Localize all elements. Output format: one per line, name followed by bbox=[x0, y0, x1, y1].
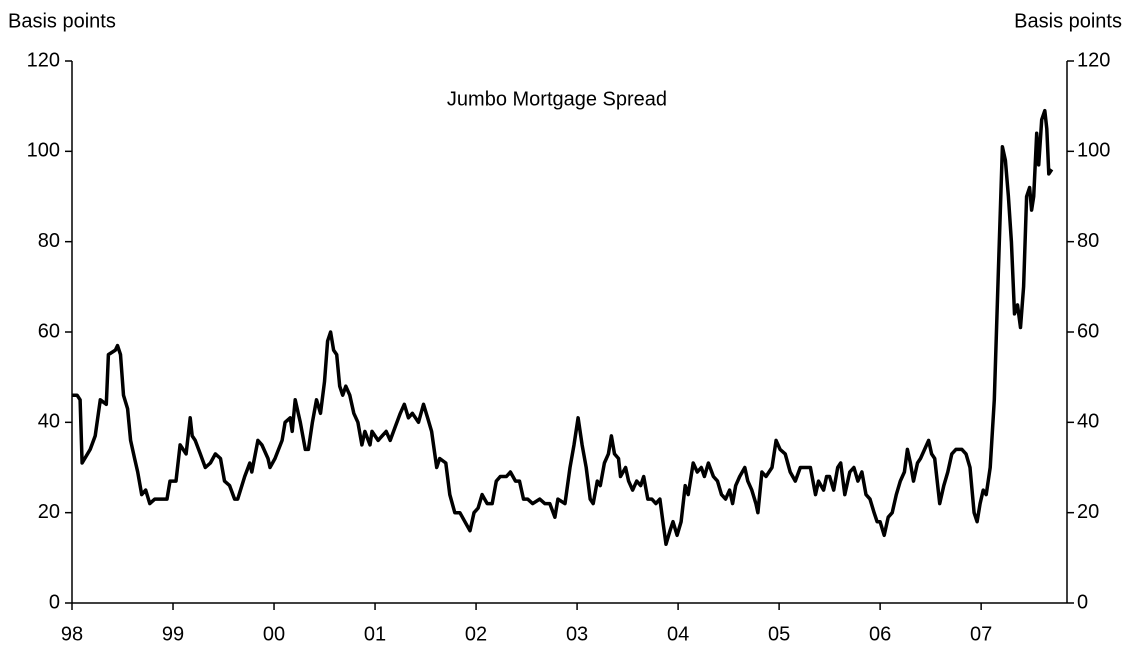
x-tick-label: 05 bbox=[768, 623, 790, 645]
y-tick-label: 20 bbox=[38, 501, 60, 523]
x-tick-label: 98 bbox=[61, 623, 83, 645]
x-tick-label: 00 bbox=[263, 623, 285, 645]
y2-tick-label: 100 bbox=[1077, 140, 1110, 162]
y-tick-label: 80 bbox=[38, 230, 60, 252]
x-tick-label: 02 bbox=[465, 623, 487, 645]
x-tick-label: 01 bbox=[364, 623, 386, 645]
x-tick-label: 99 bbox=[162, 623, 184, 645]
y-tick-label: 100 bbox=[27, 140, 60, 162]
x-tick-label: 03 bbox=[566, 623, 588, 645]
y-tick-label: 40 bbox=[38, 411, 60, 433]
y-tick-label: 0 bbox=[49, 591, 60, 613]
y2-tick-label: 120 bbox=[1077, 49, 1110, 71]
y-axis-label: Basis points bbox=[8, 10, 116, 32]
x-tick-label: 04 bbox=[667, 623, 689, 645]
y2-tick-label: 20 bbox=[1077, 501, 1099, 523]
y-tick-label: 120 bbox=[27, 49, 60, 71]
y2-tick-label: 40 bbox=[1077, 411, 1099, 433]
y2-tick-label: 80 bbox=[1077, 230, 1099, 252]
y2-axis-label: Basis points bbox=[1014, 10, 1122, 32]
x-tick-label: 06 bbox=[869, 623, 891, 645]
chart-title: Jumbo Mortgage Spread bbox=[447, 88, 667, 110]
y2-tick-label: 60 bbox=[1077, 320, 1099, 342]
data-line bbox=[72, 108, 1054, 547]
y-tick-label: 60 bbox=[38, 320, 60, 342]
y2-tick-label: 0 bbox=[1077, 591, 1088, 613]
x-tick-label: 07 bbox=[970, 623, 992, 645]
